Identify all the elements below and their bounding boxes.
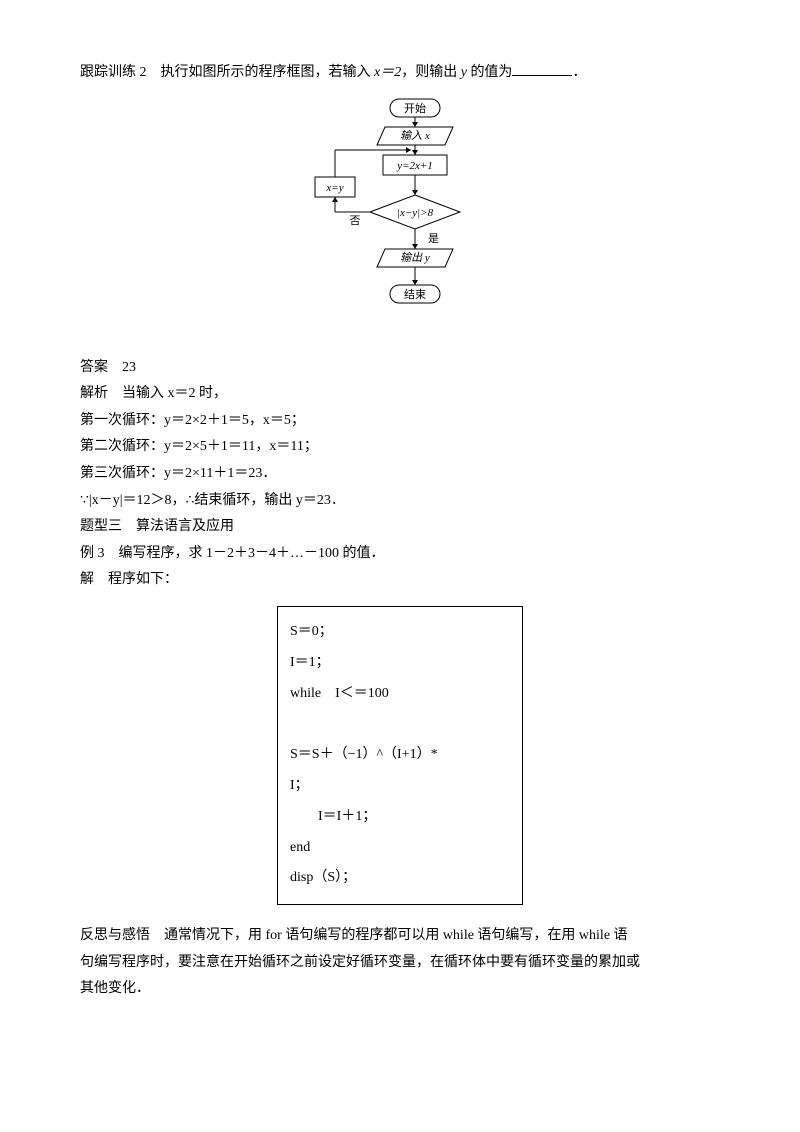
reflection-line-1: 反思与感悟 通常情况下，用 for 语句编写的程序都可以用 while 语句编写… — [80, 923, 720, 950]
section-3-title: 题型三 算法语言及应用 — [80, 514, 720, 541]
step-3: 第三次循环：y＝2×11＋1＝23． — [80, 461, 720, 488]
code-line-4: S＝S＋（−1）^（I+1）* — [290, 740, 510, 771]
code-line-3: while I＜＝100 — [290, 679, 510, 710]
analysis-label: 解析 当输入 x＝2 时， — [80, 381, 720, 408]
code-box: S＝0； I＝1； while I＜＝100 S＝S＋（−1）^（I+1）* I… — [277, 606, 523, 905]
code-line-5: I； — [290, 771, 510, 802]
code-line-1: S＝0； — [290, 617, 510, 648]
code-line-7: end — [290, 833, 510, 864]
flow-output: 输出 y — [400, 251, 430, 264]
reflection-line-3: 其他变化． — [80, 976, 720, 1003]
flow-input: 输入 x — [400, 129, 430, 142]
flow-end: 结束 — [404, 288, 426, 301]
code-line-2: I＝1； — [290, 648, 510, 679]
q2-var: x＝2 — [374, 65, 401, 80]
solution-label: 解 程序如下： — [80, 567, 720, 594]
flow-start: 开始 — [404, 101, 426, 115]
flow-no: 否 — [350, 215, 361, 227]
flow-yes: 是 — [428, 232, 439, 245]
question-2-prompt: 跟踪训练 2 执行如图所示的程序框图，若输入 x＝2，则输出 y 的值为． — [80, 60, 720, 87]
flow-back: x=y — [325, 182, 343, 194]
flow-assign: y=2x+1 — [396, 160, 433, 172]
code-line-6: I＝I＋1； — [290, 802, 510, 833]
reflection-line-2: 句编写程序时，要注意在开始循环之前设定好循环变量，在循环体中要有循环变量的累加或 — [80, 950, 720, 977]
flowchart: 开始 输入 x y=2x+1 |x−y|>8 否 x=y — [80, 97, 720, 347]
answer-blank — [512, 61, 572, 76]
answer-label: 答案 23 — [80, 355, 720, 382]
step-1: 第一次循环：y＝2×2＋1＝5，x＝5； — [80, 408, 720, 435]
conclusion: ∵|x－y|＝12＞8，∴结束循环，输出 y＝23． — [80, 488, 720, 515]
q2-period: ． — [572, 65, 586, 80]
q2-suffix2: 的值为 — [467, 65, 513, 80]
q2-suffix: ，则输出 — [401, 65, 461, 80]
q2-prefix: 跟踪训练 2 执行如图所示的程序框图，若输入 — [80, 65, 374, 80]
example-3: 例 3 编写程序，求 1－2＋3－4＋…－100 的值． — [80, 541, 720, 568]
code-blank — [290, 709, 510, 740]
flow-cond: |x−y|>8 — [397, 207, 434, 219]
step-2: 第二次循环：y＝2×5＋1＝11，x＝11； — [80, 434, 720, 461]
code-line-8: disp（S）； — [290, 863, 510, 894]
